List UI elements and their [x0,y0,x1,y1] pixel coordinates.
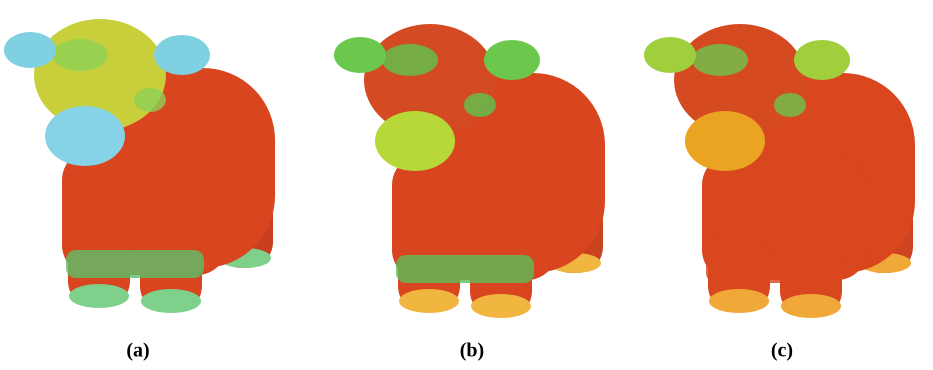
model-c [644,24,915,318]
model-a [4,19,275,313]
caption: (c) [771,340,793,362]
caption: (b) [460,340,484,362]
model-b [334,24,605,318]
caption: (a) [126,340,149,362]
figure: (a) (b) (c) [0,0,933,365]
